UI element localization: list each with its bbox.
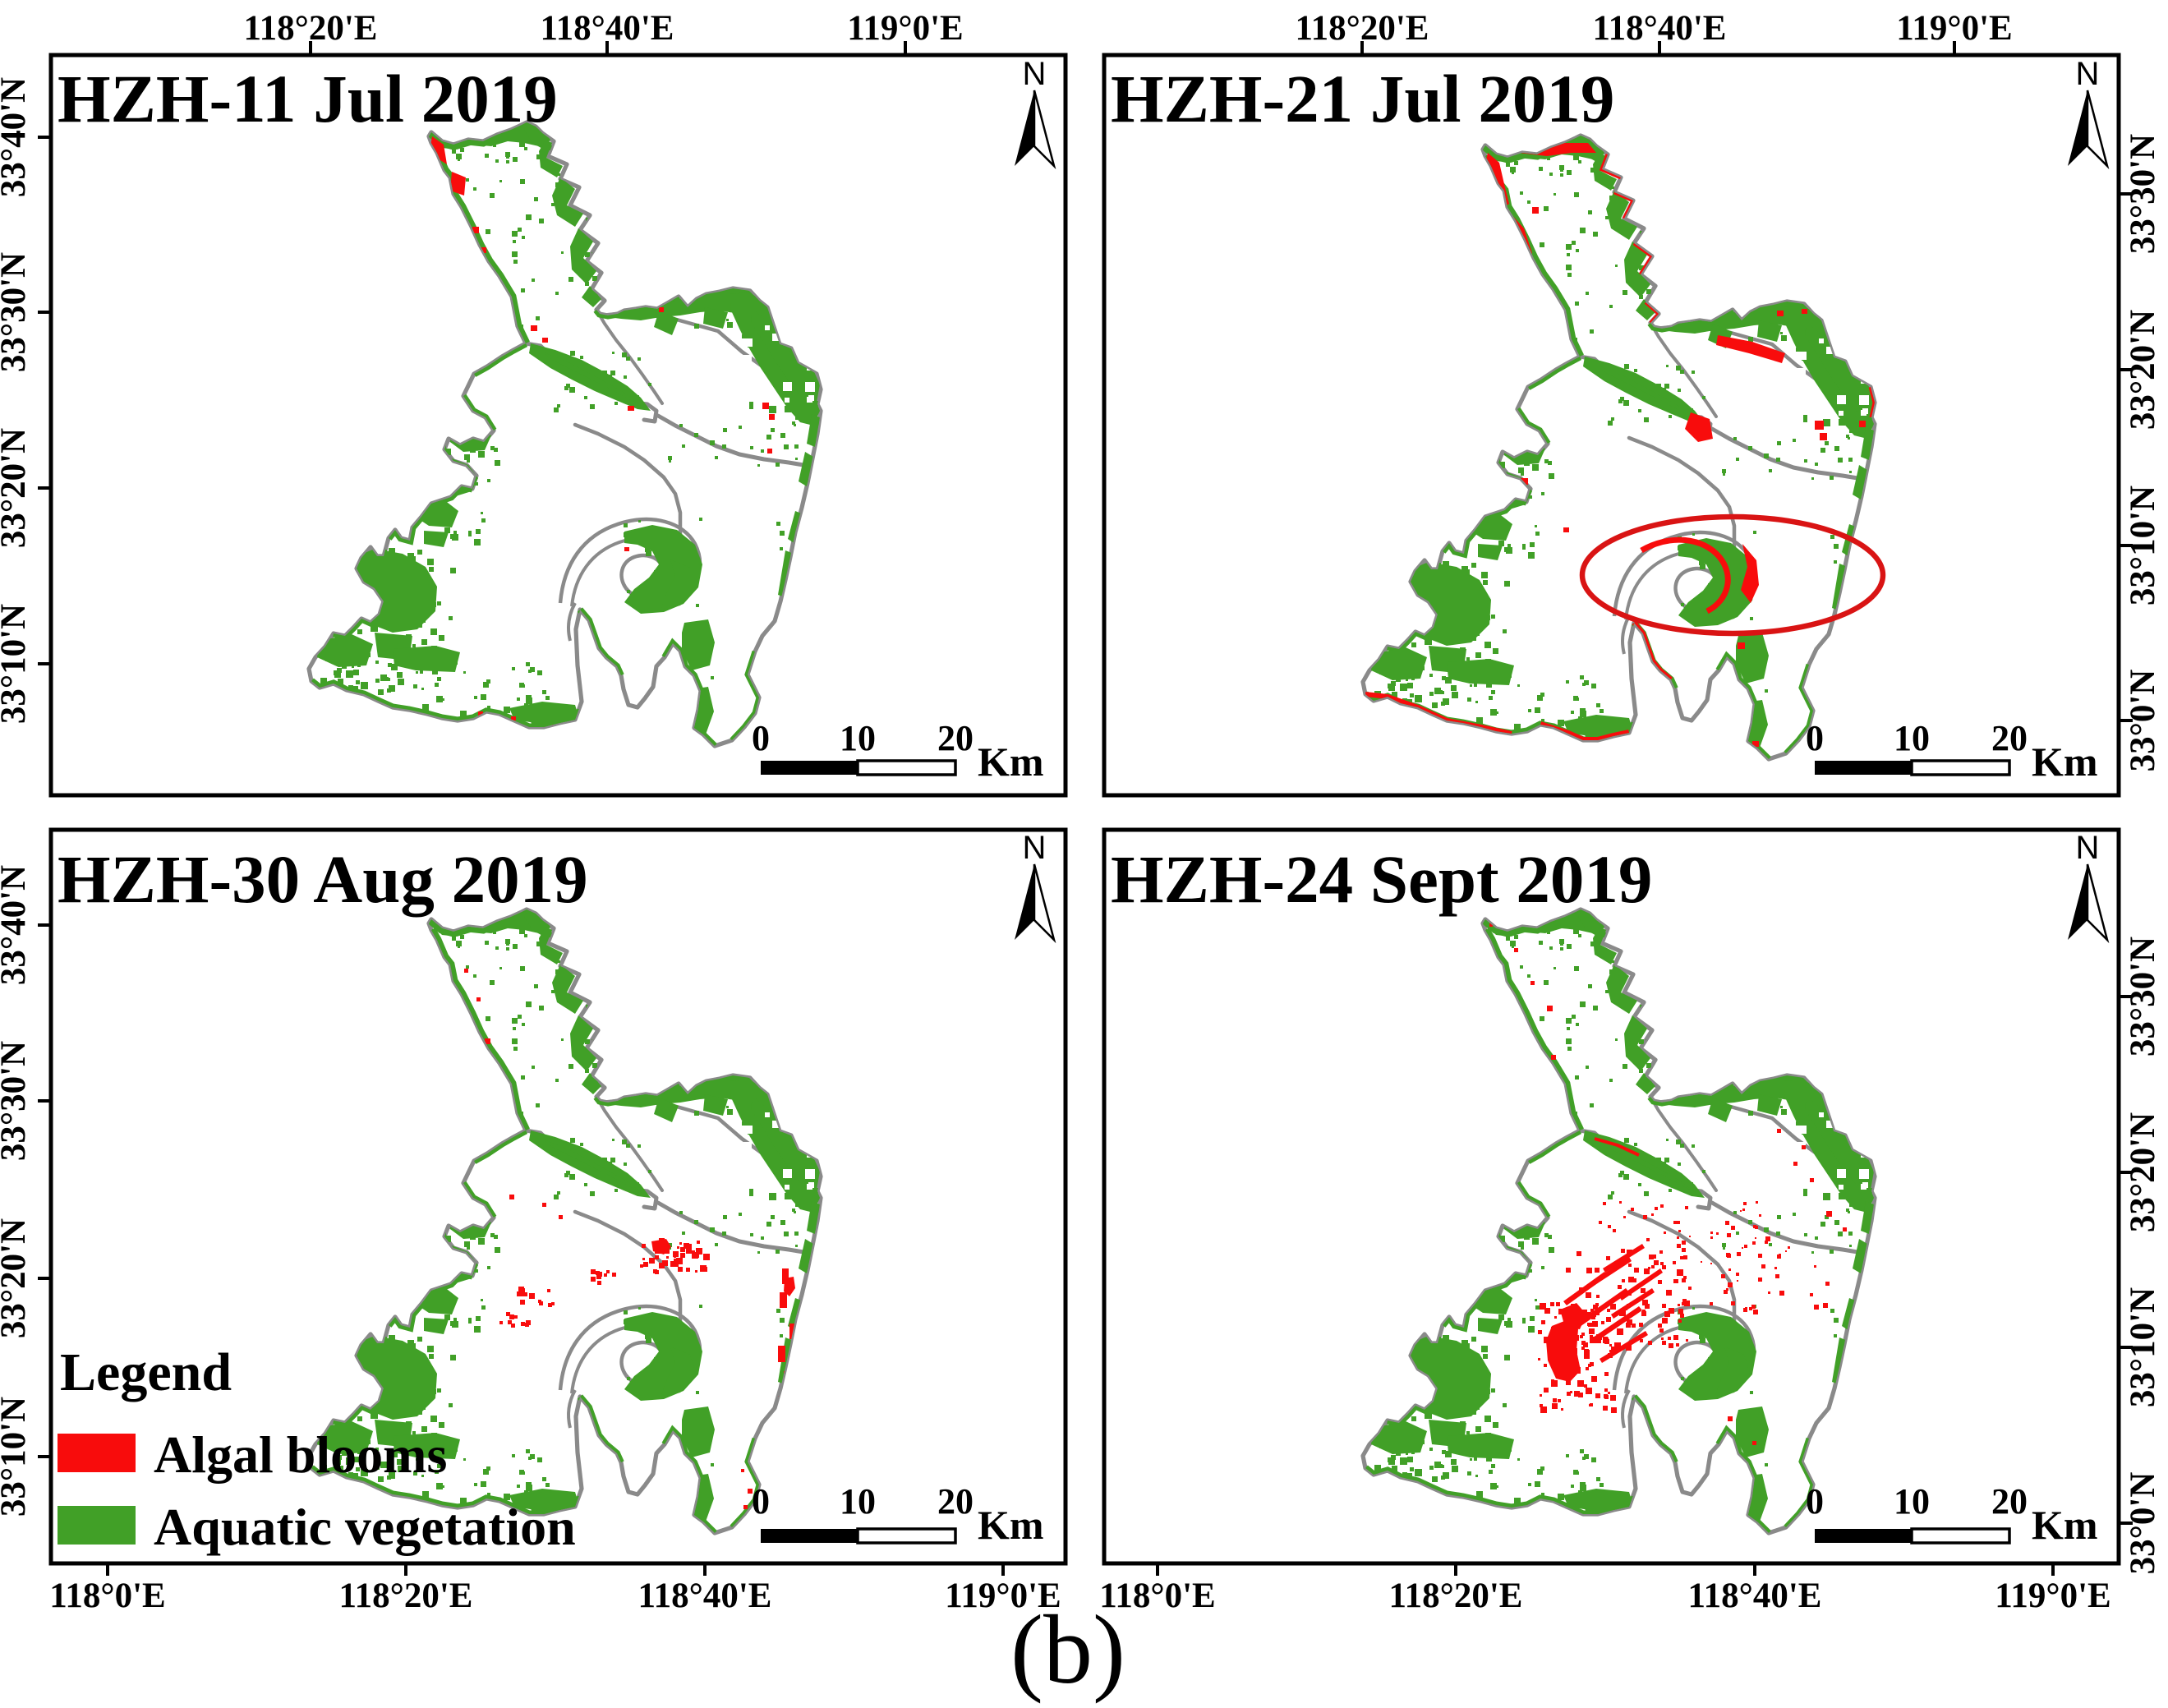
svg-text:0: 0 bbox=[1806, 718, 1824, 758]
svg-text:33°40'N: 33°40'N bbox=[0, 77, 33, 197]
svg-text:33°0'N: 33°0'N bbox=[2124, 670, 2162, 772]
svg-text:N: N bbox=[1023, 56, 1047, 92]
svg-text:Km: Km bbox=[2032, 739, 2098, 785]
svg-text:Km: Km bbox=[2032, 1502, 2098, 1548]
svg-text:HZH-30 Aug 2019: HZH-30 Aug 2019 bbox=[58, 841, 588, 917]
svg-text:33°30'N: 33°30'N bbox=[0, 252, 33, 372]
svg-text:N: N bbox=[2076, 830, 2100, 866]
svg-text:20: 20 bbox=[937, 718, 974, 758]
svg-text:118°40'E: 118°40'E bbox=[1688, 1577, 1822, 1615]
svg-text:33°20'N: 33°20'N bbox=[2124, 310, 2162, 430]
svg-text:118°0'E: 118°0'E bbox=[1099, 1577, 1215, 1615]
svg-text:33°30'N: 33°30'N bbox=[2124, 134, 2162, 254]
svg-text:HZH-24 Sept 2019: HZH-24 Sept 2019 bbox=[1111, 841, 1652, 917]
svg-text:118°20'E: 118°20'E bbox=[244, 9, 378, 48]
svg-text:33°10'N: 33°10'N bbox=[0, 604, 33, 724]
svg-text:33°10'N: 33°10'N bbox=[0, 1397, 33, 1517]
svg-text:33°10'N: 33°10'N bbox=[2124, 1287, 2162, 1407]
svg-text:0: 0 bbox=[1806, 1481, 1824, 1522]
svg-text:119°0'E: 119°0'E bbox=[1995, 1577, 2110, 1615]
svg-text:33°20'N: 33°20'N bbox=[0, 428, 33, 548]
svg-text:118°0'E: 118°0'E bbox=[49, 1577, 165, 1615]
svg-text:33°20'N: 33°20'N bbox=[2124, 1112, 2162, 1232]
svg-text:118°20'E: 118°20'E bbox=[339, 1577, 473, 1615]
svg-text:HZH-21 Jul 2019: HZH-21 Jul 2019 bbox=[1111, 61, 1614, 136]
svg-text:Km: Km bbox=[978, 1502, 1044, 1548]
svg-text:33°30'N: 33°30'N bbox=[2124, 937, 2162, 1057]
svg-text:10: 10 bbox=[1894, 1481, 1930, 1522]
svg-text:0: 0 bbox=[752, 1481, 770, 1522]
svg-text:Algal blooms: Algal blooms bbox=[154, 1425, 447, 1484]
svg-text:118°20'E: 118°20'E bbox=[1296, 9, 1429, 48]
svg-text:HZH-11 Jul 2019: HZH-11 Jul 2019 bbox=[58, 61, 558, 136]
svg-text:Aquatic vegetation: Aquatic vegetation bbox=[154, 1498, 576, 1556]
svg-text:10: 10 bbox=[840, 718, 876, 758]
svg-text:N: N bbox=[2076, 56, 2100, 92]
svg-text:20: 20 bbox=[937, 1481, 974, 1522]
svg-text:119°0'E: 119°0'E bbox=[847, 9, 963, 48]
svg-text:10: 10 bbox=[840, 1481, 876, 1522]
svg-text:33°20'N: 33°20'N bbox=[0, 1218, 33, 1338]
svg-text:20: 20 bbox=[1991, 718, 2028, 758]
svg-text:0: 0 bbox=[752, 718, 770, 758]
svg-text:118°20'E: 118°20'E bbox=[1389, 1577, 1523, 1615]
svg-text:33°40'N: 33°40'N bbox=[0, 865, 33, 985]
svg-text:10: 10 bbox=[1894, 718, 1930, 758]
svg-text:118°40'E: 118°40'E bbox=[1593, 9, 1727, 48]
svg-text:33°30'N: 33°30'N bbox=[0, 1041, 33, 1161]
svg-text:33°10'N: 33°10'N bbox=[2124, 486, 2162, 605]
svg-text:Km: Km bbox=[978, 739, 1044, 785]
svg-text:33°0'N: 33°0'N bbox=[2124, 1472, 2162, 1575]
svg-text:119°0'E: 119°0'E bbox=[945, 1577, 1061, 1615]
svg-text:119°0'E: 119°0'E bbox=[1896, 9, 2012, 48]
svg-text:118°40'E: 118°40'E bbox=[541, 9, 674, 48]
svg-text:N: N bbox=[1023, 830, 1047, 866]
svg-text:Legend: Legend bbox=[60, 1342, 232, 1402]
svg-text:118°40'E: 118°40'E bbox=[638, 1577, 772, 1615]
svg-text:20: 20 bbox=[1991, 1481, 2028, 1522]
svg-text:(b): (b) bbox=[1010, 1595, 1125, 1704]
